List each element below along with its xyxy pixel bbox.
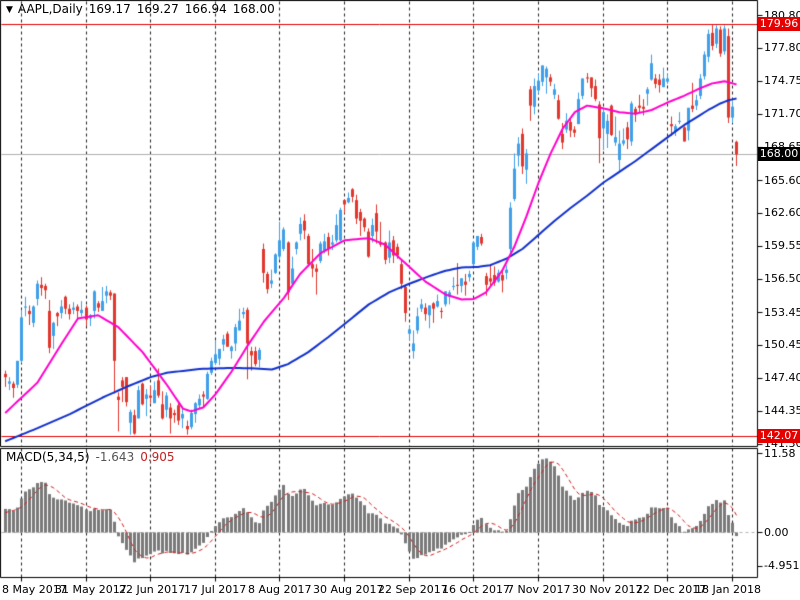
date-tick-label: 18 Jan 2018 <box>695 583 761 596</box>
price-badge-high: 179.96 <box>758 17 800 31</box>
macd-indicator-label: MACD(5,34,5) <box>6 450 90 464</box>
date-tick-label: 8 May 2017 <box>2 583 67 596</box>
price-badge-low: 142.07 <box>758 429 800 443</box>
price-tick-label: 156.50 <box>764 272 800 285</box>
symbol-period-label: AAPL,Daily <box>17 2 83 16</box>
date-tick-label: 22 Dec 2017 <box>636 583 707 596</box>
date-tick-label: 31 May 2017 <box>55 583 127 596</box>
price-tick-label: 171.70 <box>764 107 800 120</box>
macd-tick-label: -4.951 <box>764 559 800 572</box>
macd-main-value: -1.643 <box>95 450 135 464</box>
high-value: 169.27 <box>136 2 179 16</box>
macd-tick-label: 11.58 <box>764 447 796 460</box>
open-value: 169.17 <box>88 2 131 16</box>
price-tick-label: 165.60 <box>764 174 800 187</box>
macd-tick-label: 0.00 <box>764 526 789 539</box>
date-tick-label: 30 Nov 2017 <box>572 583 643 596</box>
price-tick-label: 147.40 <box>764 371 800 384</box>
price-tick-label: 162.60 <box>764 206 800 219</box>
macd-header: MACD(5,34,5) -1.643 0.905 <box>6 450 175 464</box>
symbol-dropdown-icon[interactable]: ▼ <box>6 5 13 15</box>
date-tick-label: 30 Aug 2017 <box>313 583 384 596</box>
date-tick-label: 17 Jul 2017 <box>184 583 247 596</box>
price-tick-label: 174.75 <box>764 74 800 87</box>
price-badge-last: 168.00 <box>758 147 800 161</box>
low-value: 166.94 <box>184 2 227 16</box>
price-tick-label: 159.55 <box>764 239 800 252</box>
close-value: 168.00 <box>232 2 275 16</box>
price-tick-label: 177.80 <box>764 41 800 54</box>
price-tick-label: 153.45 <box>764 306 800 319</box>
date-tick-label: 8 Aug 2017 <box>248 583 312 596</box>
date-tick-label: 7 Nov 2017 <box>507 583 571 596</box>
macd-signal-value: 0.905 <box>140 450 175 464</box>
price-tick-label: 144.35 <box>764 404 800 417</box>
date-tick-label: 22 Jun 2017 <box>119 583 186 596</box>
date-tick-label: 16 Oct 2017 <box>442 583 511 596</box>
chart-header: ▼ AAPL,Daily 169.17 169.27 166.94 168.00 <box>6 2 281 16</box>
date-tick-label: 22 Sep 2017 <box>378 583 448 596</box>
price-tick-label: 150.45 <box>764 338 800 351</box>
